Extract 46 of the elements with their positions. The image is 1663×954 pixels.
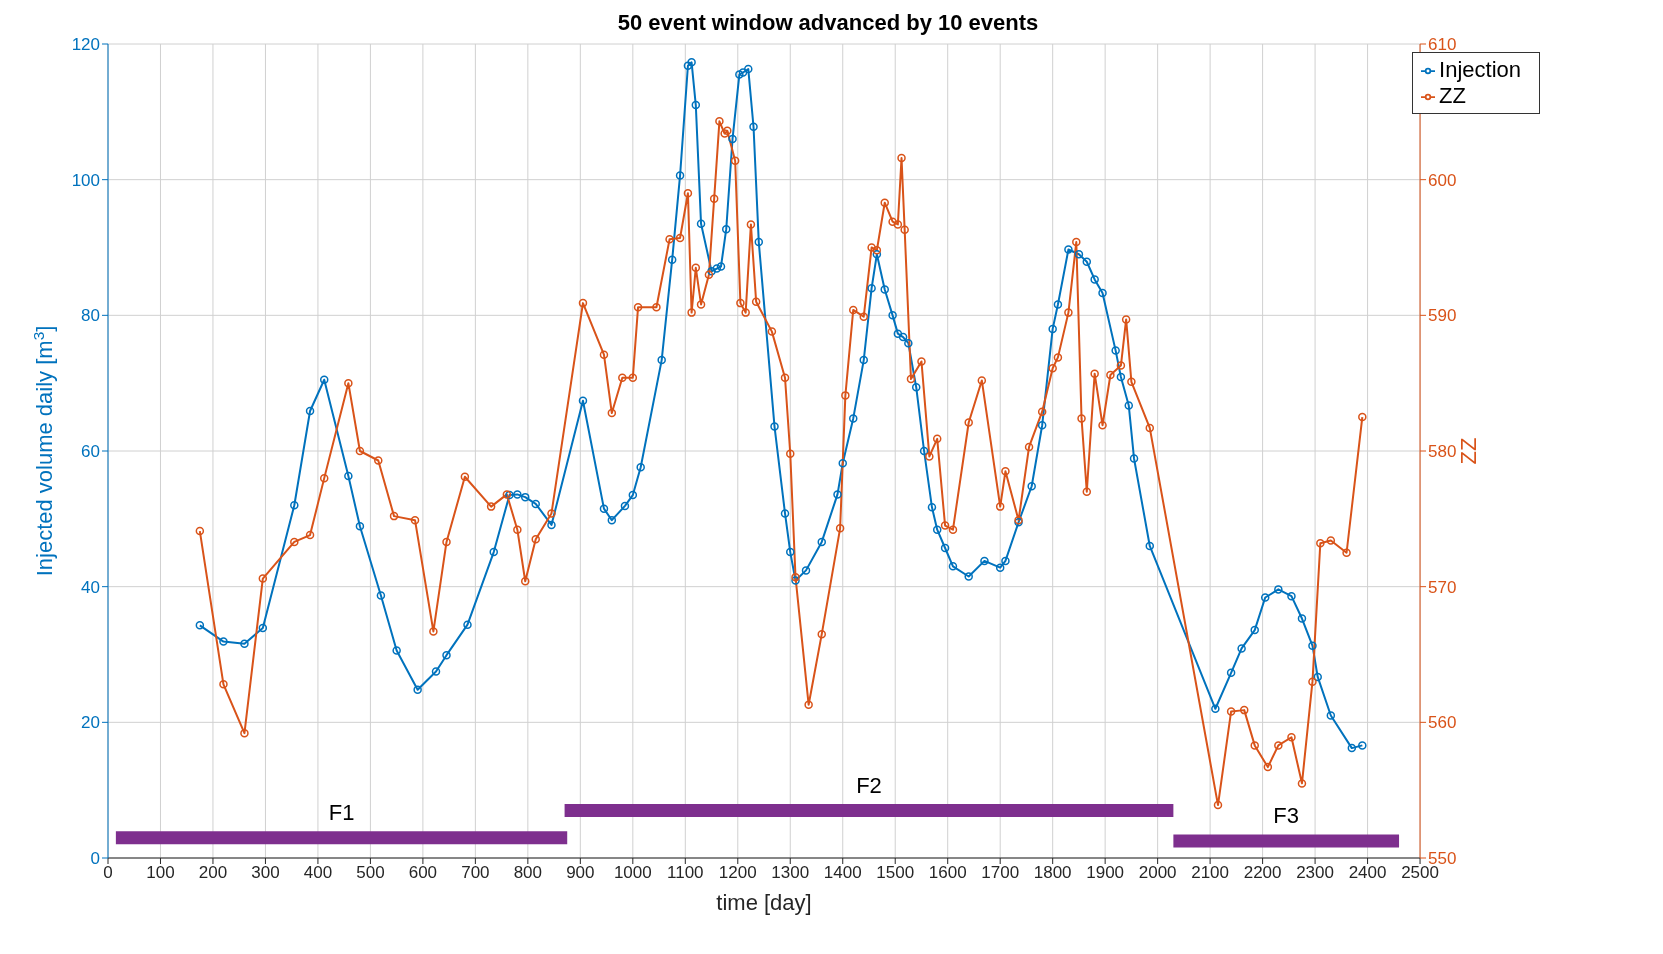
y-tick-label: 100 [71, 170, 100, 190]
x-tick-label: 2300 [1296, 863, 1334, 883]
y2-tick-label: 600 [1428, 170, 1457, 190]
y2-tick-label: 590 [1428, 306, 1457, 326]
x-tick-label: 700 [461, 863, 490, 883]
y2-tick-label: 580 [1428, 442, 1457, 462]
x-tick-label: 2100 [1191, 863, 1230, 883]
y2-axis-title: ZZ [1456, 437, 1482, 465]
x-tick-label: 2000 [1138, 863, 1177, 883]
x-tick-label: 2200 [1243, 863, 1282, 883]
y-tick-label: 20 [81, 713, 100, 733]
x-tick-label: 100 [146, 863, 175, 883]
series-label: F1 [328, 799, 355, 825]
x-tick-label: 900 [566, 863, 595, 883]
x-tick-label: 1100 [667, 863, 704, 883]
x-tick-label: 0 [103, 863, 113, 883]
series-label: F3 [1273, 803, 1300, 829]
x-tick-label: 800 [513, 863, 543, 883]
legend-label: Injection [1439, 57, 1521, 82]
x-tick-label: 300 [251, 863, 280, 883]
y-tick-label: 0 [90, 849, 100, 869]
x-tick-label: 1700 [981, 863, 1020, 883]
y-tick-label: 120 [71, 35, 100, 55]
x-tick-label: 400 [303, 863, 333, 883]
x-tick-label: 1500 [876, 863, 915, 883]
x-tick-label: 1600 [928, 863, 967, 883]
y-tick-label: 60 [81, 442, 100, 462]
legend-label: ZZ [1439, 83, 1466, 108]
series-label: F2 [856, 772, 882, 798]
x-tick-label: 200 [198, 863, 228, 883]
x-tick-label: 1300 [771, 863, 810, 883]
x-tick-label: 1800 [1033, 863, 1072, 883]
x-tick-label: 1000 [613, 863, 652, 883]
chart-title: 50 event window advanced by 10 events [616, 10, 1040, 36]
y-tick-label: 40 [81, 577, 100, 597]
x-tick-label: 2400 [1348, 863, 1387, 883]
y-tick-label: 80 [81, 306, 100, 326]
x-tick-label: 1400 [823, 863, 862, 883]
x-tick-label: 600 [408, 863, 438, 883]
y2-tick-label: 560 [1428, 713, 1457, 733]
x-tick-label: 1900 [1086, 863, 1125, 883]
y2-tick-label: 570 [1428, 577, 1457, 597]
y2-tick-label: 610 [1428, 35, 1457, 55]
x-tick-label: 500 [356, 863, 385, 883]
x-tick-label: 1200 [718, 863, 757, 883]
x-axis-title: time [day] [716, 890, 812, 915]
